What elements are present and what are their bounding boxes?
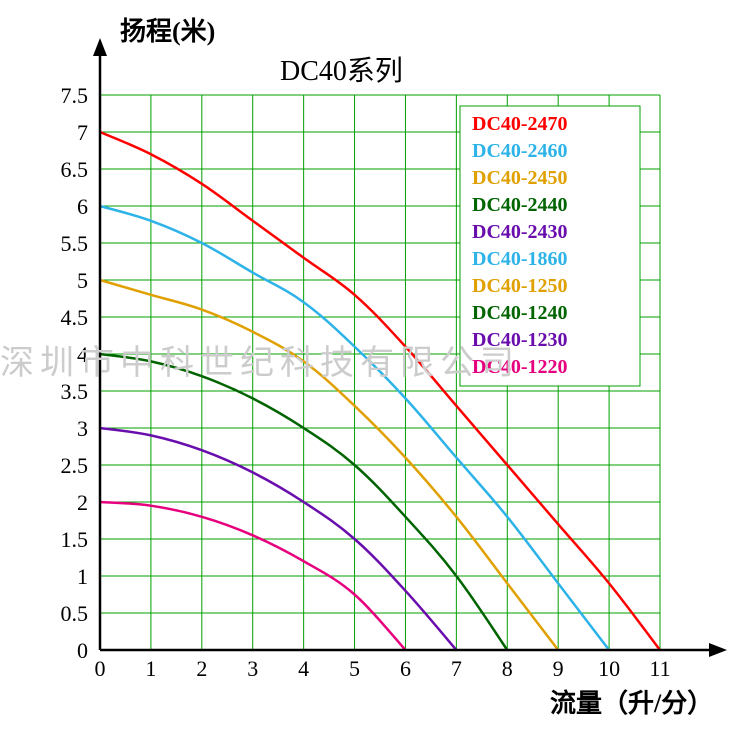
- x-tick-label: 5: [349, 656, 360, 681]
- x-tick-label: 6: [400, 656, 411, 681]
- chart-page: 深圳市中科世纪科技有限公司 0123456789101100.511.522.5…: [0, 0, 750, 731]
- y-tick-label: 7.5: [61, 83, 89, 108]
- y-axis-label: 扬程(米): [120, 17, 215, 46]
- legend-item: DC40-1230: [472, 329, 568, 351]
- legend-item: DC40-1860: [472, 248, 568, 270]
- x-tick-label: 7: [451, 656, 462, 681]
- legend-item: DC40-2440: [472, 194, 568, 216]
- legend-item: DC40-1220: [472, 356, 568, 378]
- y-tick-label: 7: [77, 120, 88, 145]
- x-tick-label: 10: [598, 656, 620, 681]
- x-tick-label: 9: [553, 656, 564, 681]
- legend-item: DC40-1240: [472, 302, 568, 324]
- y-tick-label: 6: [77, 194, 88, 219]
- legend-item: DC40-1250: [472, 275, 568, 297]
- legend-item: DC40-2460: [472, 140, 568, 162]
- x-tick-label: 0: [95, 656, 106, 681]
- x-tick-label: 2: [196, 656, 207, 681]
- y-tick-label: 3: [77, 416, 88, 441]
- y-tick-label: 5: [77, 268, 88, 293]
- x-tick-label: 4: [298, 656, 309, 681]
- y-tick-label: 3.5: [61, 379, 89, 404]
- legend-item: DC40-2450: [472, 167, 568, 189]
- y-tick-label: 2.5: [61, 453, 89, 478]
- y-tick-label: 4: [77, 342, 88, 367]
- y-tick-label: 2: [77, 490, 88, 515]
- x-tick-label: 8: [502, 656, 513, 681]
- x-axis-label: 流量（升/分）: [550, 689, 713, 718]
- x-tick-label: 3: [247, 656, 258, 681]
- x-axis-arrow: [709, 643, 727, 657]
- y-tick-label: 0.5: [61, 601, 89, 626]
- legend-item: DC40-2470: [472, 113, 568, 135]
- legend-item: DC40-2430: [472, 221, 568, 243]
- chart-svg: 0 1 2 3 4 5 6 7 8 9 10 11 0 0.5 1 1.5 2 2.5 3 3.5 4 4.5 5 5.5 6 6…: [0, 0, 750, 731]
- y-axis-arrow: [93, 38, 107, 56]
- chart-title: DC40系列: [280, 55, 403, 87]
- y-tick-label: 0: [77, 638, 88, 663]
- x-tick-label: 1: [145, 656, 156, 681]
- y-tick-label: 1: [77, 564, 88, 589]
- y-tick-label: 6.5: [61, 157, 89, 182]
- x-tick-label: 11: [649, 656, 670, 681]
- y-tick-label: 5.5: [61, 231, 89, 256]
- y-tick-label: 1.5: [61, 527, 89, 552]
- y-tick-label: 4.5: [61, 305, 89, 330]
